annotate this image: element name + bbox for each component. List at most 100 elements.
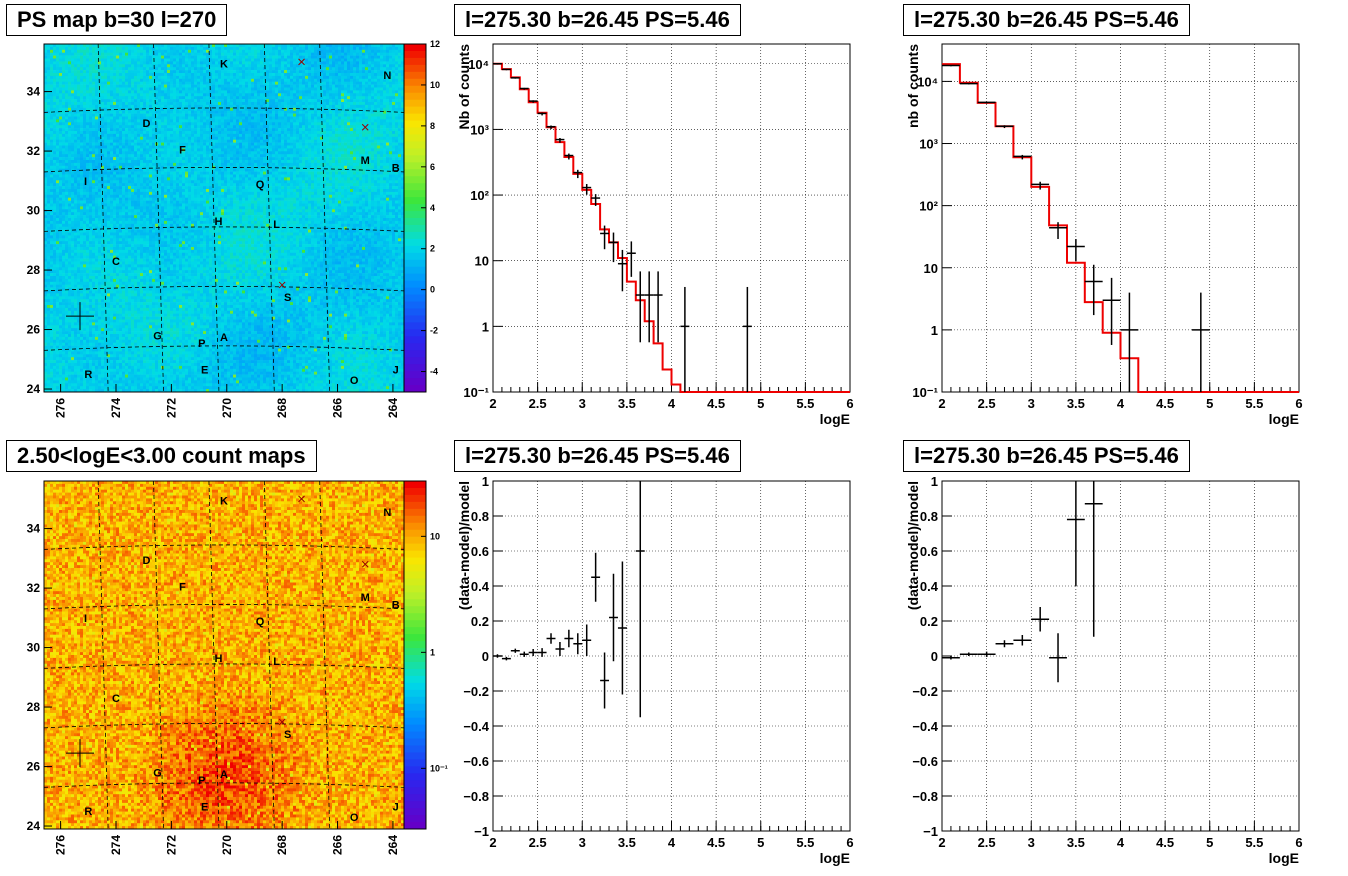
heatmap-cell xyxy=(254,67,257,70)
heatmap-cell xyxy=(260,146,263,149)
heatmap-cell xyxy=(86,146,89,149)
heatmap-cell xyxy=(68,131,71,134)
heatmap-cell xyxy=(296,105,299,108)
heatmap-cell xyxy=(308,131,311,134)
heatmap-cell xyxy=(170,154,173,157)
heatmap-cell xyxy=(170,96,173,99)
heatmap-cell xyxy=(86,47,89,50)
heatmap-cell xyxy=(305,146,308,149)
heatmap-cell xyxy=(149,131,152,134)
heatmap-cell xyxy=(236,102,239,105)
heatmap-cell xyxy=(230,82,233,85)
heatmap-cell xyxy=(347,96,350,99)
heatmap-cell xyxy=(71,117,74,120)
heatmap-cell xyxy=(182,90,185,93)
heatmap-cell xyxy=(233,61,236,64)
heatmap-cell xyxy=(167,73,170,76)
heatmap-cell xyxy=(203,122,206,125)
heatmap-cell xyxy=(65,61,68,64)
heatmap-cell xyxy=(68,102,71,105)
heatmap-cell xyxy=(47,151,50,154)
heatmap-cell xyxy=(389,88,392,91)
heatmap-cell xyxy=(47,122,50,125)
heatmap-cell xyxy=(314,151,317,154)
heatmap-cell xyxy=(89,117,92,120)
heatmap-cell xyxy=(392,125,395,128)
heatmap-cell xyxy=(275,56,278,59)
heatmap-cell xyxy=(173,85,176,88)
heatmap-cell xyxy=(287,128,290,131)
heatmap-cell xyxy=(89,111,92,114)
heatmap-cell xyxy=(290,70,293,73)
heatmap-cell xyxy=(254,73,257,76)
heatmap-cell xyxy=(320,76,323,79)
heatmap-cell xyxy=(374,61,377,64)
heatmap-cell xyxy=(335,137,338,140)
heatmap-cell xyxy=(53,56,56,59)
heatmap-cell xyxy=(365,88,368,91)
heatmap-cell xyxy=(110,76,113,79)
heatmap-cell xyxy=(302,93,305,96)
heatmap-cell xyxy=(119,160,122,163)
heatmap-cell xyxy=(356,88,359,91)
heatmap-cell xyxy=(224,148,227,151)
heatmap-cell xyxy=(146,154,149,157)
heatmap-cell xyxy=(290,137,293,140)
heatmap-cell xyxy=(242,125,245,128)
heatmap-cell xyxy=(275,79,278,82)
heatmap-cell xyxy=(380,53,383,56)
heatmap-cell xyxy=(71,134,74,137)
heatmap-cell xyxy=(371,122,374,125)
heatmap-cell xyxy=(92,76,95,79)
heatmap-cell xyxy=(68,85,71,88)
heatmap-cell xyxy=(323,117,326,120)
heatmap-cell xyxy=(89,134,92,137)
heatmap-cell xyxy=(59,59,62,62)
heatmap-cell xyxy=(359,140,362,143)
heatmap-cell xyxy=(257,134,260,137)
heatmap-cell xyxy=(338,88,341,91)
heatmap-cell xyxy=(53,102,56,105)
heatmap-cell xyxy=(95,99,98,102)
heatmap-cell xyxy=(158,137,161,140)
heatmap-cell xyxy=(251,50,254,53)
heatmap-cell xyxy=(227,131,230,134)
heatmap-cell xyxy=(341,67,344,70)
heatmap-cell xyxy=(257,122,260,125)
heatmap-cell xyxy=(269,82,272,85)
heatmap-cell xyxy=(392,70,395,73)
heatmap-cell xyxy=(122,88,125,91)
heatmap-cell xyxy=(395,47,398,50)
heatmap-cell xyxy=(215,134,218,137)
heatmap-cell xyxy=(146,93,149,96)
heatmap-cell xyxy=(275,128,278,131)
heatmap-cell xyxy=(395,50,398,53)
heatmap-cell xyxy=(275,140,278,143)
heatmap-cell xyxy=(389,122,392,125)
heatmap-cell xyxy=(77,96,80,99)
heatmap-cell xyxy=(104,111,107,114)
heatmap-cell xyxy=(227,148,230,151)
heatmap-cell xyxy=(260,61,263,64)
heatmap-cell xyxy=(104,134,107,137)
heatmap-cell xyxy=(299,90,302,93)
heatmap-cell xyxy=(47,134,50,137)
heatmap-cell xyxy=(209,125,212,128)
heatmap-cell xyxy=(296,154,299,157)
heatmap-cell xyxy=(359,114,362,117)
heatmap-cell xyxy=(56,53,59,56)
heatmap-cell xyxy=(95,122,98,125)
heatmap-cell xyxy=(65,128,68,131)
heatmap-cell xyxy=(173,163,176,166)
heatmap-cell xyxy=(239,93,242,96)
heatmap-cell xyxy=(83,137,86,140)
heatmap-cell xyxy=(263,79,266,82)
heatmap-cell xyxy=(272,148,275,151)
heatmap-cell xyxy=(89,146,92,149)
heatmap-cell xyxy=(89,151,92,154)
heatmap-cell xyxy=(383,134,386,137)
heatmap-cell xyxy=(185,79,188,82)
heatmap-cell xyxy=(386,111,389,114)
heatmap-cell xyxy=(305,151,308,154)
heatmap-cell xyxy=(167,99,170,102)
